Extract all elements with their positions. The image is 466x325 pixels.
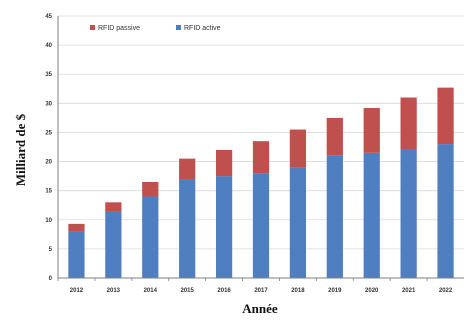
bar-rfid-passive-2015 bbox=[179, 158, 196, 180]
x-tick-label: 2012 bbox=[70, 288, 84, 294]
x-tick-labels: 2012 2013 2014 2015 2016 2017 2018 2019 2020 2021… bbox=[70, 288, 453, 294]
grid bbox=[58, 15, 464, 250]
legend-swatch-rfid-active bbox=[176, 25, 181, 30]
y-tick-label: 0 bbox=[49, 276, 53, 282]
bars bbox=[68, 87, 454, 278]
y-tick-label: 25 bbox=[45, 130, 52, 136]
y-tick-label: 10 bbox=[45, 218, 52, 224]
y-axis-title: Milliard de $ bbox=[13, 113, 28, 186]
legend-swatch-rfid-passive bbox=[90, 25, 95, 30]
y-tick-label: 20 bbox=[45, 160, 52, 166]
bar-rfid-passive-2016 bbox=[215, 149, 233, 177]
x-tick-label: 2021 bbox=[402, 288, 416, 294]
x-tick-label: 2016 bbox=[217, 288, 231, 294]
bar-rfid-active-2022 bbox=[437, 144, 454, 278]
bar-rfid-active-2015 bbox=[179, 179, 196, 278]
x-tick-label: 2018 bbox=[291, 288, 305, 294]
y-tick-label: 30 bbox=[45, 101, 52, 107]
y-tick-labels: 0 5 10 15 20 25 30 35 40 45 bbox=[45, 14, 52, 282]
x-tick-label: 2015 bbox=[181, 288, 195, 294]
bar-rfid-active-2013 bbox=[105, 211, 122, 278]
legend-label-rfid-active: RFID active bbox=[184, 25, 221, 32]
bar-rfid-active-2021 bbox=[400, 149, 417, 278]
bar-rfid-passive-2021 bbox=[400, 97, 417, 150]
bar-rfid-active-2020 bbox=[363, 152, 380, 278]
x-tick-label: 2013 bbox=[107, 288, 121, 294]
legend: RFID passive RFID active bbox=[90, 25, 221, 32]
bar-rfid-passive-2014 bbox=[142, 181, 159, 197]
y-tick-label: 45 bbox=[45, 14, 52, 20]
legend-label-rfid-passive: RFID passive bbox=[98, 25, 140, 32]
axes bbox=[57, 16, 464, 281]
bar-rfid-passive-2019 bbox=[326, 117, 343, 156]
y-tick-label: 35 bbox=[45, 72, 52, 78]
bar-rfid-active-2014 bbox=[142, 196, 159, 278]
bar-rfid-active-2017 bbox=[252, 173, 270, 278]
bar-rfid-passive-2012 bbox=[68, 223, 85, 232]
bar-rfid-passive-2013 bbox=[105, 202, 122, 212]
x-tick-label: 2019 bbox=[328, 288, 342, 294]
x-axis-title: Année bbox=[242, 301, 278, 316]
x-tick-label: 2022 bbox=[439, 288, 453, 294]
bar-rfid-active-2018 bbox=[289, 167, 307, 278]
bar-rfid-active-2012 bbox=[68, 231, 85, 278]
bar-rfid-passive-2020 bbox=[363, 107, 380, 153]
x-tick-label: 2014 bbox=[144, 288, 158, 294]
bar-rfid-passive-2018 bbox=[289, 129, 307, 168]
x-tick-label: 2020 bbox=[365, 288, 379, 294]
x-tick-label: 2017 bbox=[254, 288, 268, 294]
bar-rfid-active-2019 bbox=[326, 155, 343, 278]
bar-rfid-passive-2017 bbox=[252, 141, 270, 174]
y-tick-label: 15 bbox=[45, 189, 52, 195]
bar-rfid-passive-2022 bbox=[437, 87, 454, 145]
bar-rfid-active-2016 bbox=[215, 176, 233, 278]
y-tick-label: 40 bbox=[45, 43, 52, 49]
y-tick-label: 5 bbox=[49, 247, 53, 253]
